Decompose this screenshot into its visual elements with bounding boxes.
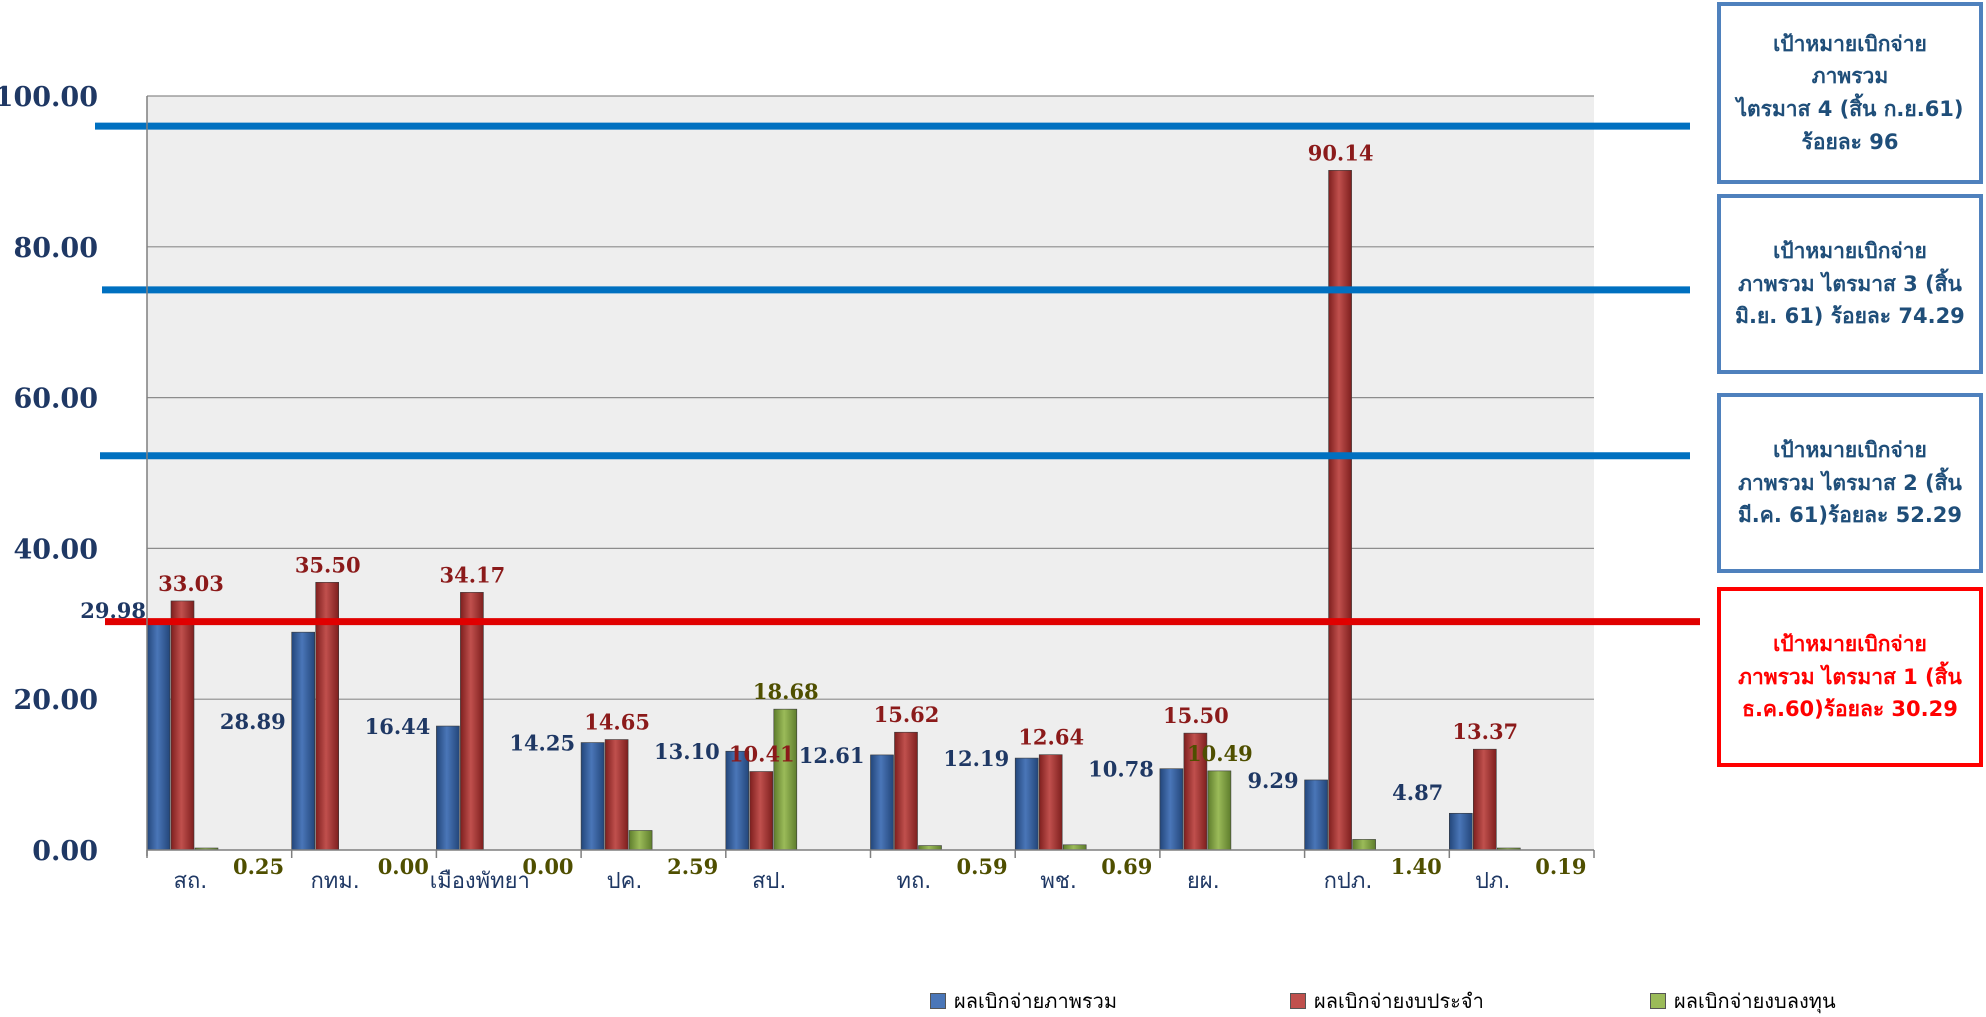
bar-regular (1328, 170, 1352, 851)
data-label-investment: 1.40 (1391, 854, 1442, 879)
data-label-investment: 0.00 (522, 854, 573, 879)
x-tick-label: เมืองพัทยา (430, 869, 530, 894)
data-label-overall: 13.10 (654, 739, 720, 764)
bar-overall (1304, 779, 1328, 851)
bar-overall (870, 754, 894, 851)
legend-label-investment: ผลเบิกจ่ายงบลงทุน (1674, 989, 1836, 1013)
bar-overall (1014, 757, 1039, 851)
data-label-regular: 10.41 (729, 742, 795, 767)
data-label-overall: 16.44 (365, 714, 431, 739)
x-tick-label: สป. (752, 869, 786, 894)
data-label-regular: 14.65 (584, 710, 650, 735)
legend-item-investment: ผลเบิกจ่ายงบลงทุน (1650, 985, 1986, 1017)
data-label-investment: 0.00 (378, 854, 429, 879)
x-tick-label: กทม. (310, 869, 359, 894)
bar-investment (1352, 839, 1376, 851)
target-q1-text: เป้าหมายเบิกจ่าย ภาพรวม ไตรมาส 1 (สิ้น ธ… (1738, 632, 1962, 722)
y-tick-label: 100.00 (0, 82, 98, 113)
legend-item-regular: ผลเบิกจ่ายงบประจำ (1290, 985, 1650, 1017)
data-label-investment: 0.19 (1535, 854, 1586, 879)
x-tick-label: ปค. (607, 869, 643, 894)
data-label-regular: 12.64 (1018, 725, 1084, 750)
bar-regular (604, 739, 629, 851)
bar-overall (146, 623, 171, 851)
data-label-overall: 14.25 (509, 731, 575, 756)
y-tick-label: 20.00 (13, 685, 98, 716)
target-q3-text: เป้าหมายเบิกจ่าย ภาพรวม ไตรมาส 3 (สิ้น ม… (1735, 239, 1965, 329)
bar-regular (1038, 754, 1063, 851)
bar-overall (580, 742, 605, 851)
chart-legend: ผลเบิกจ่ายภาพรวม ผลเบิกจ่ายงบประจำ ผลเบิ… (930, 985, 1986, 1017)
data-label-investment: 0.59 (957, 854, 1008, 879)
data-label-regular: 34.17 (440, 562, 506, 587)
x-tick-label: ปภ. (1475, 869, 1510, 894)
bar-investment (773, 708, 798, 851)
data-label-regular: 15.62 (874, 702, 940, 727)
x-tick-label: ทถ. (896, 869, 931, 894)
legend-label-regular: ผลเบิกจ่ายงบประจำ (1314, 989, 1484, 1013)
bar-regular (749, 771, 774, 851)
y-tick-label: 0.00 (32, 836, 98, 867)
legend-swatch-investment (1650, 993, 1666, 1009)
x-tick-label: พช. (1040, 869, 1076, 894)
x-tick-label: กปภ. (1324, 869, 1373, 894)
bar-overall (291, 631, 316, 851)
bar-investment (1062, 844, 1087, 851)
plot-area (147, 96, 1594, 850)
data-label-overall: 29.98 (80, 598, 146, 623)
bar-overall (1159, 768, 1184, 851)
y-tick-label: 80.00 (13, 233, 98, 264)
data-label-investment: 18.68 (753, 679, 819, 704)
data-label-overall: 9.29 (1247, 768, 1298, 793)
data-label-overall: 12.19 (943, 746, 1009, 771)
data-label-overall: 12.61 (799, 743, 865, 768)
legend-swatch-overall (930, 993, 946, 1009)
data-label-investment: 2.59 (667, 854, 718, 879)
data-label-overall: 28.89 (220, 709, 286, 734)
y-tick-label: 40.00 (13, 534, 98, 565)
bar-investment (1207, 770, 1232, 851)
target-q2-text: เป้าหมายเบิกจ่าย ภาพรวม ไตรมาส 2 (สิ้น ม… (1737, 438, 1963, 528)
bar-regular (894, 731, 918, 851)
data-label-investment: 0.25 (233, 854, 284, 879)
x-tick-label: ยผ. (1187, 869, 1220, 894)
data-label-investment: 0.69 (1101, 854, 1152, 879)
target-box-q3: เป้าหมายเบิกจ่าย ภาพรวม ไตรมาส 3 (สิ้น ม… (1717, 194, 1983, 374)
data-label-overall: 10.78 (1088, 757, 1154, 782)
bar-investment (628, 830, 653, 851)
target-box-q1: เป้าหมายเบิกจ่าย ภาพรวม ไตรมาส 1 (สิ้น ธ… (1717, 587, 1983, 767)
y-tick-label: 60.00 (13, 384, 98, 415)
target-box-q2: เป้าหมายเบิกจ่าย ภาพรวม ไตรมาส 2 (สิ้น ม… (1717, 393, 1983, 573)
bar-regular (460, 592, 484, 851)
data-label-regular: 15.50 (1163, 703, 1229, 728)
data-label-investment: 10.49 (1187, 741, 1253, 766)
target-q4-text: เป้าหมายเบิกจ่าย ภาพรวม ไตรมาส 4 (สิ้น ก… (1736, 31, 1964, 154)
data-label-regular: 90.14 (1308, 140, 1374, 165)
legend-label-overall: ผลเบิกจ่ายภาพรวม (954, 989, 1118, 1013)
legend-swatch-regular (1290, 993, 1306, 1009)
legend-item-overall: ผลเบิกจ่ายภาพรวม (930, 985, 1290, 1017)
data-label-regular: 33.03 (158, 571, 224, 596)
bar-overall (436, 725, 460, 851)
bar-regular (170, 600, 195, 851)
bar-overall (1449, 812, 1473, 851)
data-label-overall: 4.87 (1392, 780, 1443, 805)
x-tick-label: สถ. (174, 869, 208, 894)
bar-regular (1473, 748, 1497, 851)
target-box-q4: เป้าหมายเบิกจ่าย ภาพรวม ไตรมาส 4 (สิ้น ก… (1717, 2, 1983, 184)
data-label-regular: 13.37 (1452, 719, 1518, 744)
data-label-regular: 35.50 (295, 552, 361, 577)
